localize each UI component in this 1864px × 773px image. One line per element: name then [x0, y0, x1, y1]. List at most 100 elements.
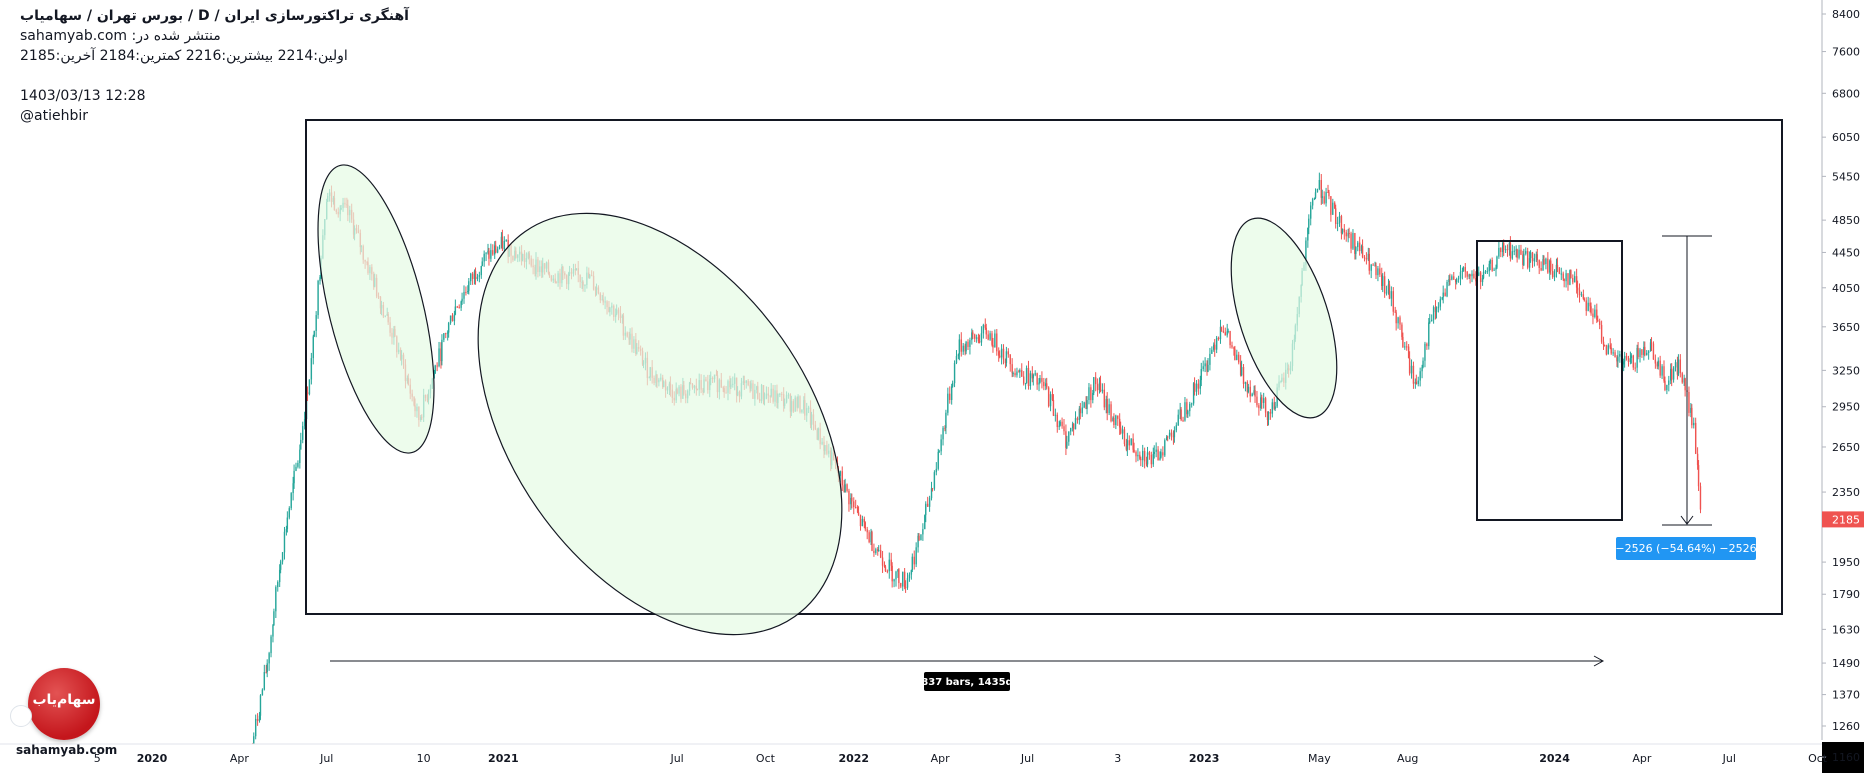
candle-body	[1220, 326, 1223, 331]
candle-body	[1105, 398, 1107, 408]
measure-label-bg	[1616, 537, 1756, 560]
candle-body	[964, 345, 966, 352]
candle-body	[1059, 421, 1061, 426]
candle-body	[911, 556, 914, 571]
candle-body	[1394, 311, 1396, 313]
candle-body	[1636, 348, 1638, 368]
candle-body	[1325, 191, 1327, 204]
candle-body	[1491, 259, 1493, 271]
candle-body	[283, 531, 286, 553]
candle-body	[945, 412, 947, 428]
last-price-label: 2185	[1832, 513, 1860, 526]
candle-body	[468, 281, 470, 292]
candle-body	[1511, 251, 1514, 259]
candle-body	[1464, 267, 1466, 272]
candle-body	[870, 532, 872, 543]
candle-body	[1148, 452, 1151, 455]
candle-body	[1661, 366, 1663, 376]
candle-body	[1143, 451, 1146, 462]
candle-body	[844, 484, 846, 493]
candle-body	[1197, 383, 1200, 389]
candle-body	[1629, 358, 1632, 362]
candle-body	[319, 277, 321, 281]
candle-body	[295, 466, 297, 471]
candle-body	[1213, 344, 1215, 350]
author-handle[interactable]: @atiehbir	[20, 108, 88, 124]
candle-body	[1034, 373, 1036, 375]
price-tick-label: 1630	[1832, 623, 1860, 636]
candle-body	[1211, 349, 1213, 354]
candle-body	[1690, 407, 1692, 413]
candle-body	[1338, 216, 1341, 223]
candle-body	[930, 488, 933, 499]
candle-body	[1693, 422, 1695, 426]
price-tick-label: 2350	[1832, 486, 1860, 499]
candle-body	[1533, 258, 1536, 262]
candle-body	[931, 488, 934, 490]
candle-body	[1352, 233, 1354, 249]
candle-body	[1455, 279, 1458, 283]
candle-body	[1146, 452, 1149, 465]
candle-body	[1273, 402, 1275, 409]
candle-body	[1350, 233, 1352, 249]
price-tick-label: 8400	[1832, 8, 1860, 21]
time-axis[interactable]: 5 2020 Apr Jul 10 2021 Jul Oct 2022 Apr Jul 3 2023 Ma…	[0, 743, 1828, 773]
candle-body	[857, 512, 860, 516]
candle-body	[950, 386, 953, 400]
candle-body	[1090, 387, 1092, 401]
candle-body	[1088, 387, 1090, 401]
candle-body	[1365, 258, 1368, 260]
candle-body	[1238, 354, 1240, 363]
candle-body	[991, 333, 993, 345]
candle-body	[955, 356, 958, 364]
candle-body	[1002, 348, 1005, 360]
candle-body	[996, 333, 998, 352]
candle-body	[317, 280, 319, 316]
candle-body	[1525, 251, 1527, 254]
candle-body	[922, 529, 924, 535]
candle-body	[861, 518, 864, 527]
candle-body	[1414, 381, 1417, 384]
candle-body	[994, 333, 996, 348]
price-axis[interactable]: 8400 7600 6800 6050 5450 4850 4450 4050 3650 3250…	[1821, 0, 1864, 773]
price-tick-label: 1160	[1832, 751, 1860, 764]
candle-body	[1046, 383, 1048, 388]
candle-body	[1526, 251, 1529, 268]
candle-body	[1152, 453, 1154, 465]
candle-body	[985, 327, 987, 335]
price-tick-label: 2950	[1832, 401, 1860, 414]
candle-body	[278, 569, 281, 583]
candle-body	[1462, 267, 1465, 271]
candle-body	[1065, 431, 1067, 448]
candle-body	[1547, 258, 1549, 273]
candle-body	[1200, 369, 1202, 381]
candle-body	[1215, 337, 1218, 350]
candle-body	[297, 463, 299, 467]
candle-body	[975, 337, 978, 339]
candle-body	[312, 336, 314, 359]
candle-body	[1258, 405, 1260, 409]
candle-body	[851, 497, 853, 502]
candle-body	[1388, 284, 1391, 299]
price-tick-label: 6050	[1832, 131, 1860, 144]
candle-body	[1038, 382, 1040, 385]
published-site[interactable]: sahamyab.com	[20, 28, 128, 44]
candle-body	[1004, 359, 1007, 363]
price-axis-bg	[1822, 0, 1864, 773]
candle-body	[1639, 349, 1641, 357]
candle-body	[451, 315, 454, 322]
candle-body	[841, 471, 843, 486]
candle-body	[1007, 351, 1010, 355]
candle-body	[1106, 398, 1108, 414]
candle-body	[850, 497, 852, 505]
candle-body	[1670, 368, 1673, 380]
date-range-label-bg	[924, 672, 1010, 691]
candle-body	[1677, 359, 1680, 375]
ohlc-values: اولین:2214 بیشترین:2216 کمترین:2184 آخری…	[20, 48, 348, 64]
candle-body	[864, 522, 866, 530]
candle-body	[1135, 451, 1137, 457]
measure-label: −2526 (−54.64%) −2526	[1615, 542, 1756, 555]
candle-body	[1520, 249, 1522, 255]
candle-body	[500, 236, 503, 247]
